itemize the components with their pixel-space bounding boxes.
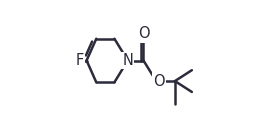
Text: O: O: [138, 26, 149, 41]
Text: F: F: [76, 53, 84, 68]
Text: O: O: [153, 74, 165, 89]
Text: N: N: [122, 53, 133, 68]
